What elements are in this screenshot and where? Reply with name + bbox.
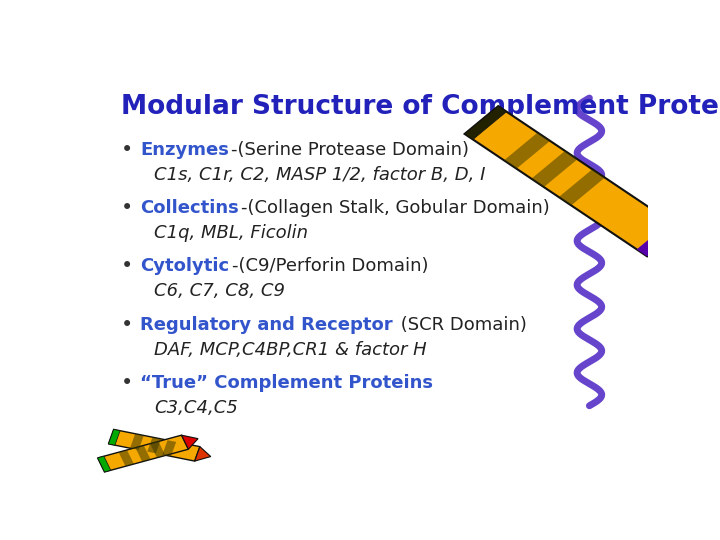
- Text: •: •: [121, 198, 133, 218]
- Polygon shape: [119, 450, 134, 467]
- Polygon shape: [130, 434, 144, 450]
- Polygon shape: [109, 429, 120, 445]
- Text: Regulatory and Receptor: Regulatory and Receptor: [140, 316, 393, 334]
- Text: -(Collagen Stalk, Gobular Domain): -(Collagen Stalk, Gobular Domain): [241, 199, 550, 217]
- Polygon shape: [109, 429, 200, 461]
- Polygon shape: [150, 441, 166, 458]
- Polygon shape: [531, 151, 577, 187]
- Text: C1s, C1r, C2, MASP 1/2, factor B, D, I: C1s, C1r, C2, MASP 1/2, factor B, D, I: [154, 166, 485, 184]
- Text: •: •: [121, 315, 133, 335]
- Polygon shape: [504, 132, 550, 168]
- Text: -(Serine Protease Domain): -(Serine Protease Domain): [231, 141, 469, 159]
- Polygon shape: [636, 221, 680, 256]
- Text: C6, C7, C8, C9: C6, C7, C8, C9: [154, 282, 285, 300]
- Polygon shape: [148, 437, 161, 454]
- Polygon shape: [135, 446, 150, 462]
- Text: Cytolytic: Cytolytic: [140, 258, 230, 275]
- Text: •: •: [121, 373, 133, 393]
- Polygon shape: [98, 456, 111, 472]
- Text: •: •: [121, 256, 133, 276]
- Polygon shape: [181, 435, 198, 449]
- Text: (SCR Domain): (SCR Domain): [395, 316, 527, 334]
- Polygon shape: [464, 106, 680, 256]
- Text: DAF, MCP,C4BP,CR1 & factor H: DAF, MCP,C4BP,CR1 & factor H: [154, 341, 427, 359]
- Polygon shape: [559, 169, 605, 205]
- Polygon shape: [162, 440, 176, 456]
- Text: Modular Structure of Complement Proteins: Modular Structure of Complement Proteins: [121, 94, 720, 120]
- Polygon shape: [98, 435, 189, 472]
- Text: -(C9/Perforin Domain): -(C9/Perforin Domain): [232, 258, 428, 275]
- Text: C3,C4,C5: C3,C4,C5: [154, 399, 238, 417]
- Polygon shape: [647, 228, 687, 258]
- Polygon shape: [194, 447, 211, 461]
- Text: Enzymes: Enzymes: [140, 141, 229, 159]
- Text: Collectins: Collectins: [140, 199, 239, 217]
- Text: C1q, MBL, Ficolin: C1q, MBL, Ficolin: [154, 224, 308, 242]
- Polygon shape: [464, 106, 507, 139]
- Text: •: •: [121, 140, 133, 160]
- Text: “True” Complement Proteins: “True” Complement Proteins: [140, 374, 433, 392]
